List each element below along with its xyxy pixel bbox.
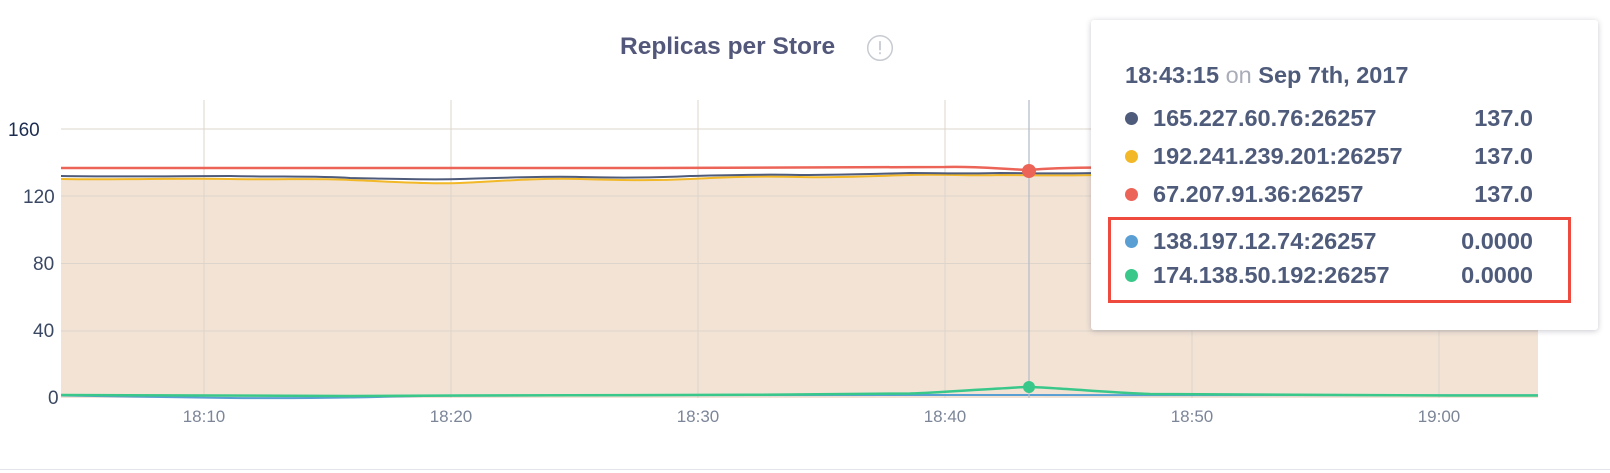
svg-text:18:50: 18:50	[1171, 407, 1214, 426]
svg-text:19:00: 19:00	[1418, 407, 1461, 426]
svg-text:0: 0	[48, 388, 59, 409]
svg-text:18:40: 18:40	[924, 407, 967, 426]
svg-text:40: 40	[33, 321, 54, 342]
svg-text:120: 120	[23, 187, 55, 208]
svg-text:18:30: 18:30	[677, 407, 720, 426]
svg-text:18:20: 18:20	[430, 407, 473, 426]
svg-text:80: 80	[33, 254, 54, 275]
svg-text:160: 160	[8, 120, 40, 141]
svg-text:18:10: 18:10	[183, 407, 226, 426]
